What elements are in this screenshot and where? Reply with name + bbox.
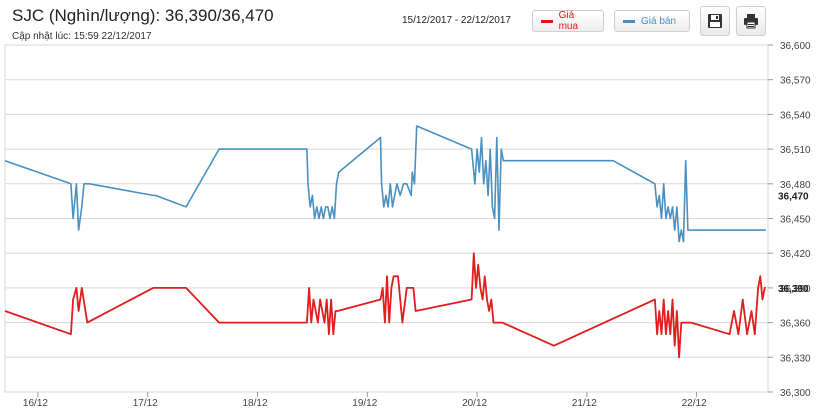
print-button[interactable] bbox=[736, 6, 766, 36]
y-tick-label: 36,480 bbox=[780, 180, 811, 191]
chart-grid bbox=[4, 44, 769, 393]
y-tick-label: 36,420 bbox=[780, 249, 811, 260]
y-tick-label: 36,510 bbox=[780, 145, 811, 156]
y-tick-label: 36,360 bbox=[780, 319, 811, 330]
y-tick-label: 36,390 bbox=[780, 284, 811, 295]
date-range[interactable]: 15/12/2017 - 22/12/2017 bbox=[402, 15, 511, 26]
x-axis: 16/12 17/12 18/12 19/12 20/12 21/12 22/12 bbox=[23, 392, 707, 409]
x-tick-label: 19/12 bbox=[352, 398, 377, 409]
legend-buy-label: Giá mua bbox=[558, 10, 579, 32]
x-tick-label: 20/12 bbox=[462, 398, 487, 409]
y-tick-label: 36,300 bbox=[780, 388, 811, 399]
sell-line-swatch bbox=[623, 19, 635, 23]
x-tick-label: 18/12 bbox=[243, 398, 268, 409]
y-tick-label: 36,540 bbox=[780, 110, 811, 121]
buy-line-swatch bbox=[541, 19, 553, 23]
last-updated: Cập nhật lúc: 15:59 22/12/2017 bbox=[12, 31, 152, 42]
legend-sell-label: Giá bán bbox=[641, 15, 677, 27]
x-tick-label: 22/12 bbox=[682, 398, 707, 409]
printer-icon bbox=[744, 14, 758, 29]
y-tick-label: 36,570 bbox=[780, 76, 811, 87]
page-title: SJC (Nghìn/lượng): 36,390/36,470 bbox=[12, 6, 274, 25]
y-tick-label: 36,450 bbox=[780, 215, 811, 226]
last-sell-label: 36,470 bbox=[778, 191, 809, 202]
legend-sell-button[interactable]: Giá bán bbox=[614, 10, 690, 32]
x-tick-label: 21/12 bbox=[572, 398, 597, 409]
save-button[interactable] bbox=[700, 6, 730, 36]
legend-buy-button[interactable]: Giá mua bbox=[532, 10, 604, 32]
last-buy-label: 36,390 bbox=[778, 284, 809, 295]
chart-lines bbox=[4, 125, 766, 359]
sell-price-line bbox=[4, 125, 766, 243]
y-tick-label: 36,600 bbox=[780, 41, 811, 52]
buy-price-line bbox=[4, 252, 766, 359]
y-axis: 36,30036,33036,36036,39036,42036,45036,4… bbox=[768, 41, 811, 399]
y-tick-label: 36,330 bbox=[780, 353, 811, 364]
floppy-disk-icon bbox=[708, 14, 722, 28]
last-value-labels: 36,470 36,390 bbox=[778, 191, 809, 295]
x-tick-label: 16/12 bbox=[23, 398, 48, 409]
x-tick-label: 17/12 bbox=[133, 398, 158, 409]
